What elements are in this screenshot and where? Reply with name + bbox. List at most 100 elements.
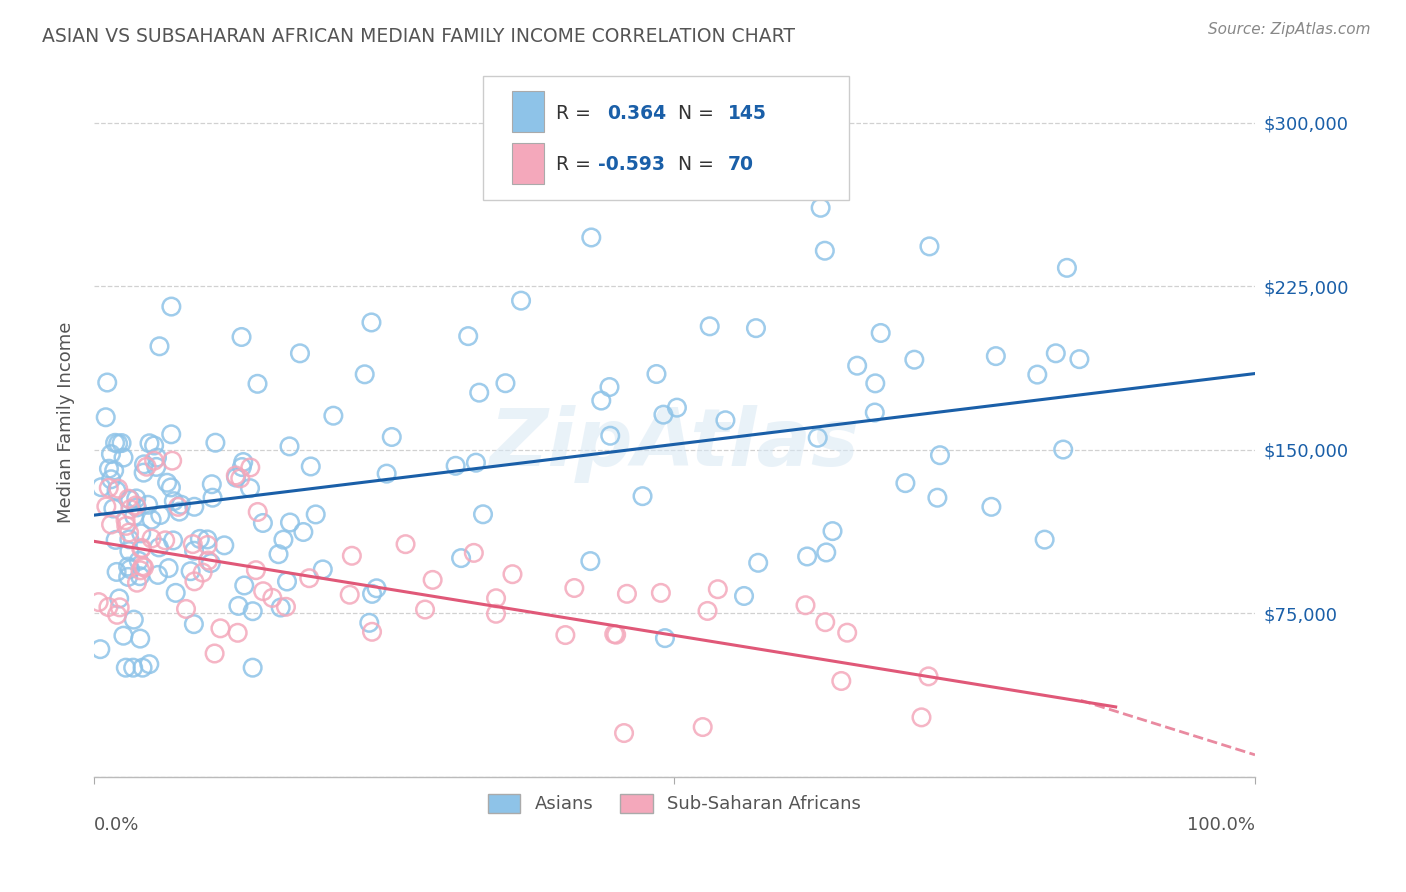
Text: ASIAN VS SUBSAHARAN AFRICAN MEDIAN FAMILY INCOME CORRELATION CHART: ASIAN VS SUBSAHARAN AFRICAN MEDIAN FAMIL…	[42, 27, 796, 45]
Point	[131, 541, 153, 555]
Point	[94, 410, 117, 425]
Point	[252, 584, 274, 599]
Point	[918, 239, 941, 253]
Point	[468, 385, 491, 400]
FancyBboxPatch shape	[512, 91, 544, 132]
Point	[231, 460, 253, 475]
Point	[501, 567, 523, 582]
Point	[837, 625, 859, 640]
Point	[353, 368, 375, 382]
Point	[141, 532, 163, 546]
Point	[118, 533, 141, 547]
Point	[131, 559, 153, 574]
Point	[165, 586, 187, 600]
Point	[598, 380, 620, 394]
Point	[821, 524, 844, 538]
Point	[554, 628, 576, 642]
Point	[733, 589, 755, 603]
Point	[312, 562, 335, 576]
Point	[361, 587, 384, 601]
Point	[104, 533, 127, 547]
Point	[699, 319, 721, 334]
Point	[494, 376, 516, 391]
Text: 100.0%: 100.0%	[1187, 815, 1256, 833]
Point	[100, 472, 122, 486]
Legend: Asians, Sub-Saharan Africans: Asians, Sub-Saharan Africans	[481, 787, 869, 821]
Point	[89, 642, 111, 657]
Point	[464, 456, 486, 470]
Point	[413, 602, 436, 616]
Point	[305, 508, 328, 522]
Point	[288, 346, 311, 360]
Point	[118, 525, 141, 540]
Point	[97, 481, 120, 495]
Point	[183, 543, 205, 558]
Point	[814, 615, 837, 629]
Point	[745, 321, 768, 335]
Point	[714, 413, 737, 427]
Point	[108, 591, 131, 606]
Point	[114, 513, 136, 527]
Point	[117, 491, 139, 506]
Point	[485, 607, 508, 621]
Point	[270, 600, 292, 615]
Point	[599, 428, 621, 442]
Point	[830, 673, 852, 688]
Point	[246, 505, 269, 519]
Point	[200, 556, 222, 570]
Point	[278, 516, 301, 530]
Point	[160, 480, 183, 494]
Point	[209, 621, 232, 635]
Point	[1052, 442, 1074, 457]
Point	[510, 293, 533, 308]
Point	[112, 450, 135, 465]
Point	[226, 625, 249, 640]
Point	[197, 553, 219, 567]
Point	[146, 568, 169, 582]
Point	[562, 581, 585, 595]
Point	[815, 545, 838, 559]
Point	[197, 538, 219, 552]
Point	[115, 519, 138, 533]
Point	[267, 547, 290, 561]
Point	[114, 661, 136, 675]
Point	[359, 615, 381, 630]
Point	[645, 367, 668, 381]
Point	[138, 657, 160, 672]
Point	[204, 435, 226, 450]
Point	[163, 494, 186, 508]
Point	[339, 588, 361, 602]
Point	[157, 561, 180, 575]
Point	[107, 482, 129, 496]
Point	[120, 502, 142, 516]
Point	[105, 483, 128, 498]
Point	[229, 471, 252, 485]
Point	[225, 468, 247, 483]
Point	[125, 500, 148, 515]
Text: -0.593: -0.593	[598, 155, 665, 175]
Point	[132, 466, 155, 480]
Point	[169, 505, 191, 519]
Point	[125, 499, 148, 513]
Point	[605, 628, 627, 642]
FancyBboxPatch shape	[482, 76, 849, 200]
Point	[242, 661, 264, 675]
Point	[747, 556, 769, 570]
Text: ZipAtlas: ZipAtlas	[489, 405, 859, 483]
Point	[233, 578, 256, 592]
Point	[180, 564, 202, 578]
Point	[650, 586, 672, 600]
Point	[232, 455, 254, 469]
Text: 70: 70	[728, 155, 754, 175]
Point	[894, 476, 917, 491]
Point	[128, 554, 150, 568]
Point	[273, 533, 295, 547]
Point	[654, 631, 676, 645]
Point	[631, 489, 654, 503]
Point	[167, 500, 190, 514]
Point	[246, 376, 269, 391]
Point	[485, 591, 508, 606]
Point	[108, 600, 131, 615]
Point	[796, 549, 818, 564]
Point	[183, 500, 205, 514]
